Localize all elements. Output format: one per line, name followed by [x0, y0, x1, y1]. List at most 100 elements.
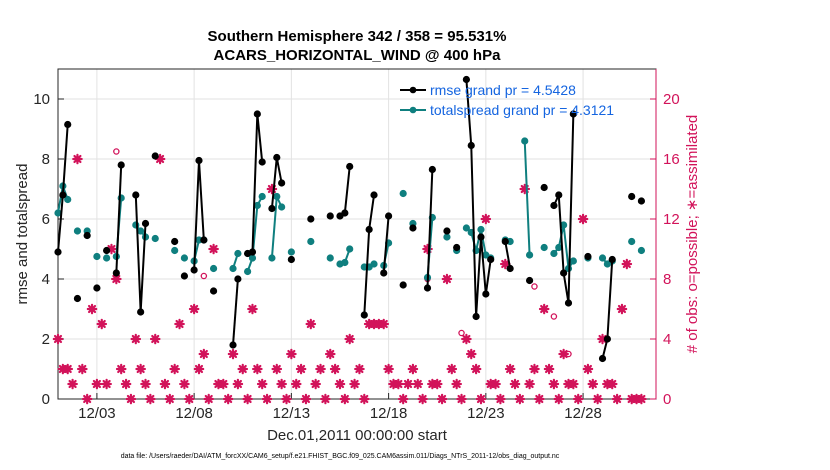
obs-assimilated-marker	[480, 213, 492, 225]
obs-assimilated-marker	[140, 378, 151, 390]
obs-assimilated-marker	[169, 363, 180, 375]
obs-assimilated-marker	[422, 243, 433, 255]
totalspread-point	[73, 227, 82, 235]
rmse-point	[608, 255, 616, 264]
rmse-point	[370, 191, 378, 199]
y2-tick-label: 0	[663, 391, 671, 408]
x-tick-label: 12/03	[78, 405, 116, 422]
series	[52, 75, 647, 405]
obs-assimilated-marker	[242, 393, 253, 405]
rmse-point	[307, 215, 315, 223]
obs-assimilated-marker	[441, 273, 453, 285]
totalspread-point	[370, 260, 378, 268]
rmse-point	[141, 219, 150, 228]
obs-assimilated-marker	[106, 243, 117, 255]
obs-assimilated-marker	[96, 318, 108, 330]
obs-assimilated-marker	[188, 303, 200, 315]
obs-assimilated-marker	[154, 153, 166, 165]
rmse-point	[501, 237, 509, 246]
rmse-point	[399, 281, 407, 289]
rmse-line-segment	[465, 79, 492, 318]
y2-tick-label: 20	[663, 91, 680, 108]
rmse-point	[253, 110, 261, 118]
rmse-point	[569, 110, 577, 118]
totalspread-point	[287, 248, 295, 256]
totalspread-point	[326, 254, 334, 262]
obs-assimilated-marker	[519, 183, 531, 195]
obs-assimilated-marker	[276, 378, 287, 390]
totalspread-point	[171, 246, 179, 255]
rmse-point	[560, 269, 568, 277]
obs-possible-marker	[531, 283, 538, 290]
rmse-point	[540, 183, 548, 192]
obs-assimilated-marker	[499, 258, 511, 270]
rmse-point	[180, 272, 189, 280]
totalspread-point	[637, 246, 646, 255]
obs-assimilated-marker	[514, 393, 526, 405]
rmse-point	[341, 209, 349, 217]
obs-assimilated-marker	[247, 303, 258, 315]
totalspread-point	[307, 237, 315, 246]
rmse-point	[506, 264, 514, 273]
rmse-point	[59, 191, 67, 199]
grid	[58, 69, 656, 400]
data-file-caption: data file: /Users/raeder/DAI/ATM_forcXX/…	[121, 453, 560, 460]
obs-assimilated-marker	[261, 393, 273, 405]
obs-assimilated-marker	[232, 378, 244, 390]
totalspread-point	[64, 195, 72, 204]
obs-assimilated-marker	[616, 303, 628, 315]
obs-possible-marker	[113, 148, 120, 155]
totalspread-point	[234, 249, 242, 258]
totalspread-point	[229, 264, 237, 273]
rmse-line-segment	[115, 164, 123, 274]
rmse-point	[248, 248, 257, 256]
rmse-point	[564, 299, 573, 307]
obs-assimilated-marker	[256, 378, 268, 390]
totalspread-point	[550, 249, 558, 258]
obs-assimilated-marker	[208, 243, 219, 255]
rmse-point	[287, 255, 295, 264]
obs-assimilated-marker	[465, 348, 477, 360]
rmse-point	[64, 120, 72, 129]
obs-assimilated-marker	[111, 273, 122, 285]
rmse-point	[385, 212, 393, 220]
y2-tick-label: 16	[663, 151, 680, 168]
rmse-point	[423, 284, 432, 292]
rmse-point	[132, 191, 140, 199]
rmse-point	[234, 275, 242, 283]
rmse-point	[54, 248, 62, 256]
obs-assimilated-marker	[344, 333, 356, 345]
obs-possible-marker	[550, 313, 558, 320]
rmse-point	[453, 243, 461, 252]
obs-assimilated-marker	[475, 393, 487, 405]
totalspread-point	[462, 224, 470, 232]
totalspread-point	[477, 225, 485, 234]
rmse-point	[117, 161, 125, 169]
obs-assimilated-marker	[587, 378, 599, 390]
rmse-point	[365, 225, 373, 234]
rmse-point	[443, 227, 451, 235]
obs-assimilated-marker	[553, 393, 565, 405]
rmse-point	[487, 255, 495, 264]
legend-spread-text: totalspread grand pr = 4.3121	[430, 102, 614, 118]
obs-assimilated-marker	[383, 363, 394, 375]
rmse-line-segment	[232, 278, 239, 346]
rmse-point	[273, 153, 281, 162]
obs-assimilated-marker	[72, 153, 83, 165]
totalspread-line-segment	[523, 140, 531, 256]
obs-assimilated-marker	[149, 333, 161, 345]
totalspread-point	[209, 264, 218, 273]
rmse-point	[462, 75, 470, 84]
rmse-point	[200, 236, 208, 244]
y-tick-label: 0	[42, 391, 50, 408]
obs-assimilated-marker	[324, 348, 336, 360]
obs-assimilated-marker	[543, 363, 555, 375]
totalspread-point	[180, 254, 189, 262]
obs-assimilated-marker	[183, 393, 195, 405]
obs-assimilated-marker	[412, 378, 424, 390]
obs-assimilated-marker	[417, 393, 428, 405]
obs-assimilated-marker	[174, 318, 185, 330]
totalspread-point	[273, 192, 281, 201]
legend-rmse-text: rmse grand pr = 4.5428	[430, 82, 576, 98]
rmse-point	[326, 212, 334, 220]
